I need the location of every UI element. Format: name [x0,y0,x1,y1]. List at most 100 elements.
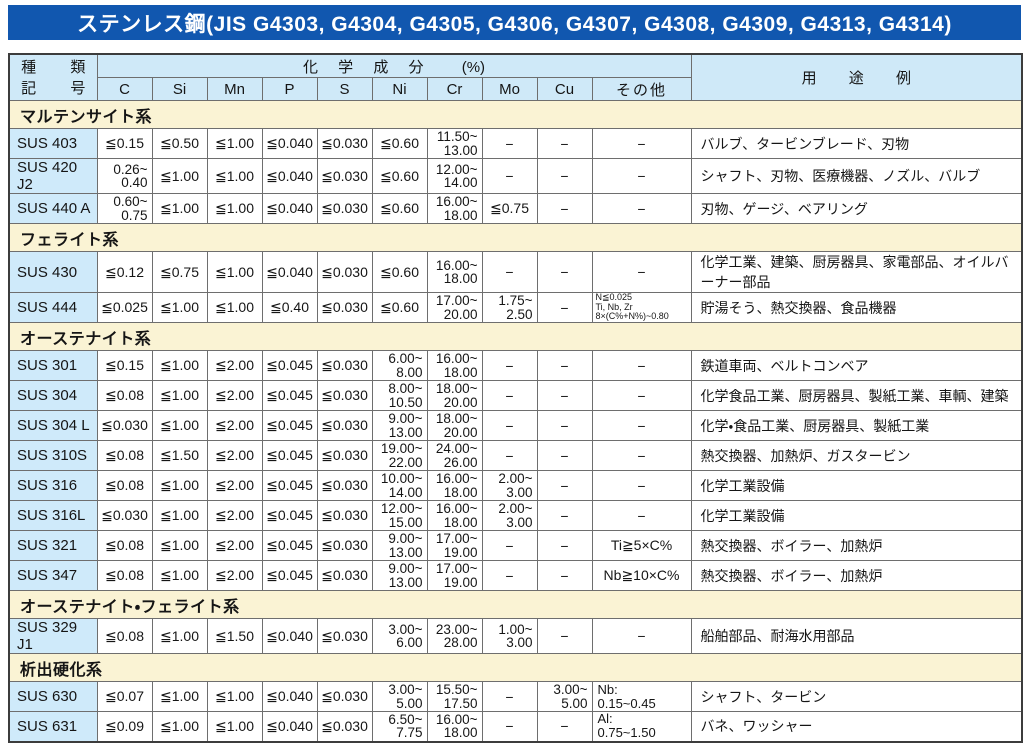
cell-grade-code: SUS 430 [8,251,98,293]
cell-Si: ≦1.00 [151,410,208,441]
cell-Cu: − [536,193,593,224]
grade-row: SUS 403 ≦0.15 ≦0.50 ≦1.00 ≦0.040 ≦0.030 ≦0.60 1… [8,128,1023,159]
grade-row: SUS 630 ≦0.07 ≦1.00 ≦1.00 ≦0.040 ≦0.030 3.00~ … [8,681,1023,712]
cell-C: ≦0.09 [96,711,153,742]
cell-other: − [591,158,692,194]
cell-Cr: 16.00~ 18.00 [426,193,483,224]
cell-Si: ≦0.50 [151,128,208,159]
cell-P: ≦0.040 [261,193,318,224]
cell-C: ≦0.08 [96,380,153,411]
cell-usage: 化学工業設備 [690,470,1023,501]
cell-S: ≦0.030 [316,470,373,501]
cell-grade-code: SUS 420 J2 [8,158,98,194]
cell-S: ≦0.030 [316,193,373,224]
section-row: オーステナイト系 [8,322,1023,351]
cell-P: ≦0.045 [261,440,318,471]
cell-S: ≦0.030 [316,350,373,381]
cell-S: ≦0.030 [316,530,373,561]
cell-S: ≦0.030 [316,500,373,531]
cell-Ni: 3.00~ 5.00 [371,681,428,712]
cell-Cr: 16.00~ 18.00 [426,470,483,501]
cell-usage: 貯湯そう、熱交換器、食品機器 [690,292,1023,323]
cell-Cr: 11.50~ 13.00 [426,128,483,159]
cell-Si: ≦1.00 [151,500,208,531]
grade-row: SUS 310S ≦0.08 ≦1.50 ≦2.00 ≦0.045 ≦0.030 19.00… [8,440,1023,471]
cell-grade-code: SUS 304 L [8,410,98,441]
cell-Si: ≦1.00 [151,530,208,561]
col-header-Ni: Ni [371,77,428,101]
cell-C: ≦0.030 [96,410,153,441]
cell-usage: 刃物、ゲージ、ベアリング [690,193,1023,224]
cell-usage: 熱交換器、加熱炉、ガスタービン [690,440,1023,471]
cell-Mn: ≦2.00 [206,350,263,381]
cell-C: ≦0.025 [96,292,153,323]
cell-usage: 化学工業設備 [690,500,1023,531]
cell-P: ≦0.040 [261,251,318,293]
section-row: 析出硬化系 [8,653,1023,682]
cell-Mn: ≦2.00 [206,530,263,561]
cell-Cr: 16.00~ 18.00 [426,711,483,742]
cell-other: Ti≧5×C% [591,530,692,561]
col-header-Si: Si [151,77,208,101]
cell-Mo: 2.00~ 3.00 [481,470,538,501]
cell-S: ≦0.030 [316,128,373,159]
cell-P: ≦0.040 [261,618,318,654]
cell-Cr: 24.00~ 26.00 [426,440,483,471]
cell-usage: バルブ、タービンブレード、刃物 [690,128,1023,159]
cell-Ni: ≦0.60 [371,251,428,293]
header-row-top: 種 類 記 号 化 学 成 分 (%) 用 途 例 [8,53,1023,101]
cell-C: ≦0.030 [96,500,153,531]
cell-C: ≦0.12 [96,251,153,293]
section-name: オーステナイト系 [8,322,1023,351]
col-header-usage: 用 途 例 [690,53,1023,101]
col-header-Cr: Cr [426,77,483,101]
cell-grade-code: SUS 301 [8,350,98,381]
grade-row: SUS 347 ≦0.08 ≦1.00 ≦2.00 ≦0.045 ≦0.030 9.00~ … [8,560,1023,591]
cell-Ni: 9.00~ 13.00 [371,560,428,591]
cell-usage: 船舶部品、耐海水用部品 [690,618,1023,654]
section-name: マルテンサイト系 [8,100,1023,129]
cell-C: ≦0.08 [96,560,153,591]
col-header-その他: その他 [591,77,692,101]
cell-other: − [591,410,692,441]
cell-grade-code: SUS 321 [8,530,98,561]
cell-Cu: − [536,410,593,441]
cell-Cr: 15.50~ 17.50 [426,681,483,712]
cell-other: − [591,618,692,654]
symbol-label: 記 号 [21,79,86,97]
grade-row: SUS 329 J1 ≦0.08 ≦1.00 ≦1.50 ≦0.040 ≦0.030 3.0… [8,618,1023,654]
cell-other: Al: 0.75~1.50 [591,711,692,742]
cell-other: Nb: 0.15~0.45 [591,681,692,712]
grade-row: SUS 440 A 0.60~ 0.75 ≦1.00 ≦1.00 ≦0.040 ≦0.03… [8,193,1023,224]
section-row: オーステナイト・フェライト系 [8,590,1023,619]
cell-usage: 熱交換器、ボイラー、加熱炉 [690,560,1023,591]
cell-grade-code: SUS 304 [8,380,98,411]
cell-P: ≦0.045 [261,560,318,591]
col-header-Mo: Mo [481,77,538,101]
cell-S: ≦0.030 [316,158,373,194]
cell-Ni: ≦0.60 [371,158,428,194]
cell-C: ≦0.08 [96,470,153,501]
cell-Cu: − [536,158,593,194]
cell-Mn: ≦1.00 [206,711,263,742]
cell-Si: ≦1.00 [151,350,208,381]
cell-P: ≦0.045 [261,530,318,561]
cell-Si: ≦1.00 [151,618,208,654]
cell-P: ≦0.40 [261,292,318,323]
section-name: フェライト系 [8,223,1023,252]
cell-other: Nb≧10×C% [591,560,692,591]
stainless-steel-spec-table: 種 類 記 号 化 学 成 分 (%) 用 途 例 C Si Mn P S Ni Cr Mo C… [8,53,1024,743]
grade-row: SUS 631 ≦0.09 ≦1.00 ≦1.00 ≦0.040 ≦0.030 6.50~ … [8,711,1023,742]
col-header-Cu: Cu [536,77,593,101]
cell-Mn: ≦1.50 [206,618,263,654]
col-header-C: C [96,77,153,101]
table-header: 種 類 記 号 化 学 成 分 (%) 用 途 例 C Si Mn P S Ni Cr Mo C… [8,53,1023,101]
cell-usage: 熱交換器、ボイラー、加熱炉 [690,530,1023,561]
cell-P: ≦0.040 [261,681,318,712]
cell-Si: ≦1.00 [151,193,208,224]
cell-C: ≦0.15 [96,128,153,159]
cell-C: ≦0.08 [96,440,153,471]
cell-Cr: 18.00~ 20.00 [426,380,483,411]
cell-Si: ≦1.00 [151,681,208,712]
cell-P: ≦0.040 [261,158,318,194]
